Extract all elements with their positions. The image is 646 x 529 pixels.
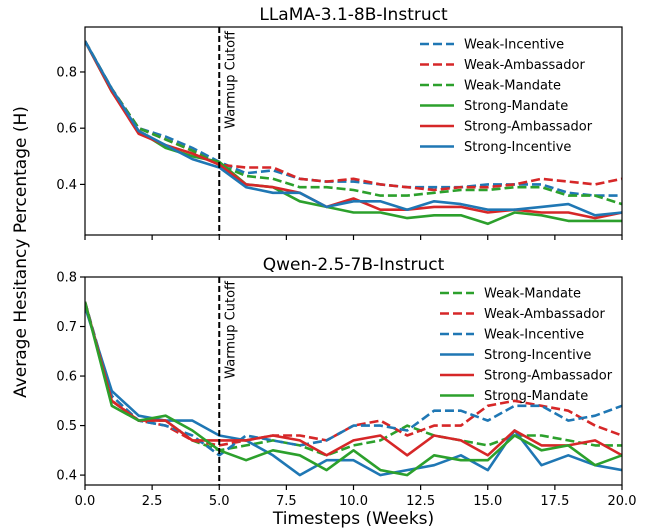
x-tick-label: 7.5 (276, 494, 297, 509)
x-tick-label: 0.0 (75, 494, 96, 509)
warmup-cutoff-label: Warmup Cutoff (223, 280, 238, 379)
x-tick-label: 5.0 (209, 494, 230, 509)
y-tick-label: 0.8 (56, 271, 77, 286)
series-line-weak-ambassador (85, 40, 622, 192)
series-line-strong-mandate (85, 301, 622, 477)
legend-label-weak-mandate: Weak-Mandate (484, 287, 581, 302)
legend-label-weak-incentive: Weak-Incentive (464, 38, 564, 53)
series-line-weak-mandate (85, 40, 622, 206)
legend: Weak-Incentive Weak-Ambassador Weak-Mandat… (420, 38, 593, 155)
chart-llama: LLaMA-3.1-8B-Instruct Warmup Cutoff 0.4 0.6… (56, 5, 623, 240)
legend-label-weak-mandate: Weak-Mandate (464, 79, 561, 94)
legend: Weak-Mandate Weak-Ambassador Weak-Incentiv… (440, 287, 613, 404)
x-tick-label: 10.0 (339, 494, 368, 509)
legend-label-strong-ambassador: Strong-Ambassador (464, 120, 593, 135)
chart-qwen: Qwen-2.5-7B-Instruct Warmup Cutoff 0.4 0.5 0… (56, 255, 636, 529)
y-tick-label: 0.6 (56, 122, 77, 137)
legend-label-weak-ambassador: Weak-Ambassador (464, 58, 585, 73)
series-group (85, 301, 622, 477)
legend-label-strong-mandate: Strong-Mandate (484, 389, 588, 404)
x-tick-label: 17.5 (540, 494, 569, 509)
x-tick-label: 15.0 (473, 494, 502, 509)
legend-label-strong-ambassador: Strong-Ambassador (484, 369, 613, 384)
legend-label-strong-incentive: Strong-Incentive (484, 348, 591, 363)
legend-label-strong-incentive: Strong-Incentive (464, 140, 571, 155)
chart-title: LLaMA-3.1-8B-Instruct (259, 5, 448, 25)
series-group (85, 40, 622, 226)
y-tick-label: 0.8 (56, 65, 77, 80)
shared-y-axis-label: Average Hesitancy Percentage (H) (11, 106, 31, 398)
y-tick-label: 0.4 (56, 178, 77, 193)
series-line-weak-incentive (85, 40, 622, 197)
legend-label-strong-mandate: Strong-Mandate (464, 99, 568, 114)
series-line-weak-ambassador (85, 301, 622, 447)
y-tick-label: 0.7 (56, 320, 77, 335)
x-axis-label: Timesteps (Weeks) (272, 509, 434, 529)
series-line-strong-ambassador (85, 40, 622, 220)
series-line-weak-incentive (85, 301, 622, 457)
chart-title: Qwen-2.5-7B-Instruct (263, 255, 445, 275)
x-tick-label: 12.5 (406, 494, 435, 509)
y-tick-label: 0.4 (56, 469, 77, 484)
x-tick-label: 20.0 (608, 494, 637, 509)
legend-label-weak-incentive: Weak-Incentive (484, 328, 584, 343)
warmup-cutoff-label: Warmup Cutoff (223, 30, 238, 129)
y-tick-label: 0.5 (56, 419, 77, 434)
legend-label-weak-ambassador: Weak-Ambassador (484, 307, 605, 322)
series-line-strong-ambassador (85, 301, 622, 457)
y-tick-label: 0.6 (56, 370, 77, 385)
series-line-strong-incentive (85, 40, 622, 217)
x-tick-label: 2.5 (142, 494, 163, 509)
